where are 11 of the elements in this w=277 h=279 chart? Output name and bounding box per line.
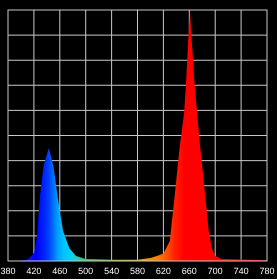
x-tick-label: 540 — [104, 266, 120, 276]
x-tick-label: 420 — [26, 266, 42, 276]
x-tick-label: 660 — [182, 266, 197, 276]
x-tick-label: 380 — [0, 266, 16, 276]
x-tick-label: 740 — [234, 266, 249, 276]
x-tick-label: 780 — [259, 266, 275, 276]
x-tick-label: 700 — [208, 266, 223, 276]
x-tick-label: 580 — [130, 266, 146, 276]
x-tick-label: 620 — [156, 266, 171, 276]
x-tick-label: 500 — [78, 266, 94, 276]
x-tick-label: 460 — [52, 266, 68, 276]
